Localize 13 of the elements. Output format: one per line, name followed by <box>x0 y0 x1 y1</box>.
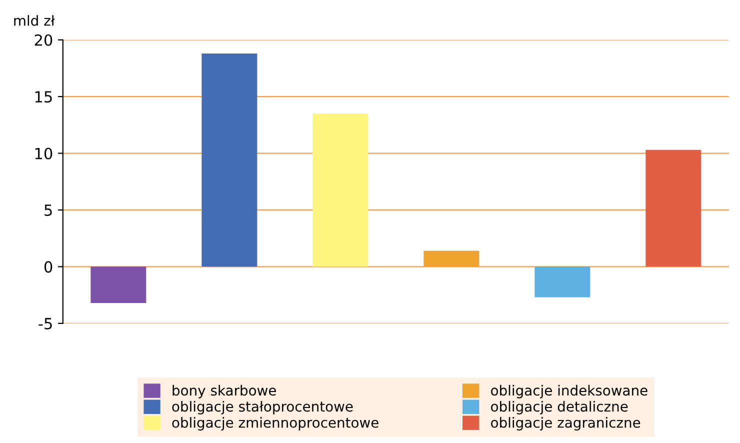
legend-label: obligacje zagraniczne <box>491 417 640 430</box>
legend-label: bony skarbowe <box>172 384 276 398</box>
y-tick-label: 15 <box>35 91 52 103</box>
y-tick-label: 5 <box>44 204 52 216</box>
legend-label: obligacje zmiennoprocentowe <box>172 417 378 430</box>
y-tick-label: 20 <box>34 34 52 46</box>
legend-label: obligacje indeksowane <box>491 384 648 398</box>
legend-label: obligacje detaliczne <box>491 400 628 414</box>
y-tick-label: -5 <box>38 318 52 330</box>
legend-label: obligacje stałoprocentowe <box>172 400 353 414</box>
y-tick-label: 10 <box>35 148 52 160</box>
y-axis-title: mld zł <box>14 15 55 26</box>
y-tick-label: 0 <box>44 261 52 273</box>
